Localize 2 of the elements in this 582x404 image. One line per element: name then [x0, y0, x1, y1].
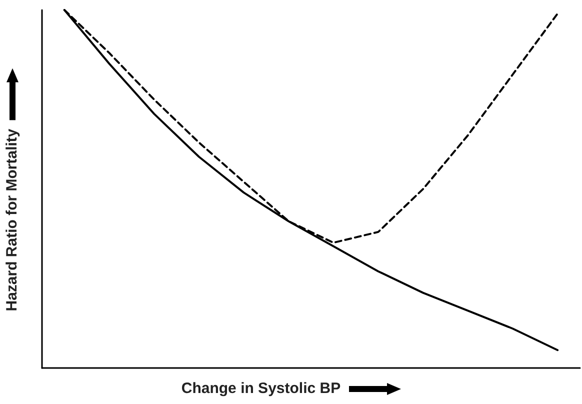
- y-axis-title: Hazard Ratio for Mortality: [4, 128, 20, 312]
- x-axis-title: Change in Systolic BP: [181, 380, 341, 397]
